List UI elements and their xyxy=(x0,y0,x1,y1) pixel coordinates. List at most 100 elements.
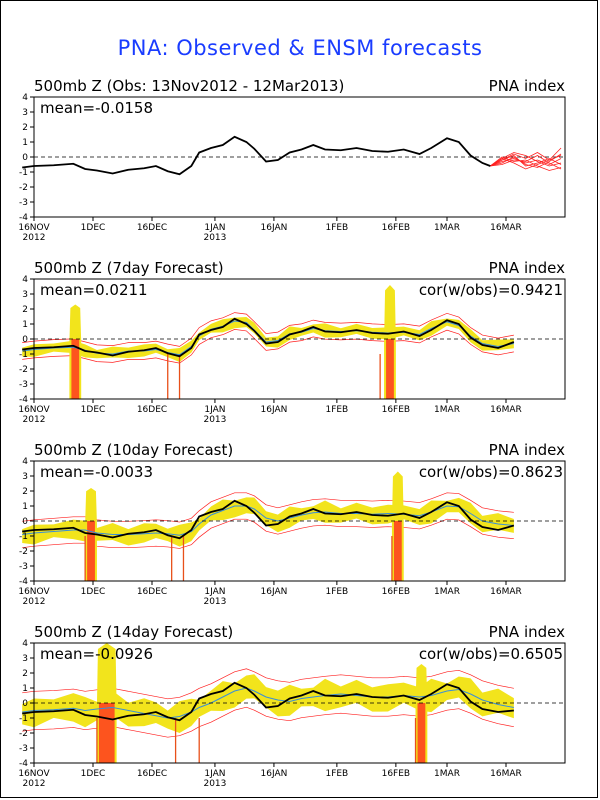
pna-index-label: PNA index xyxy=(489,623,565,641)
pna-index-label: PNA index xyxy=(489,441,565,459)
x-tick-label: 16FEB xyxy=(382,405,411,415)
spread-spike-core xyxy=(386,339,394,399)
x-tick-label: 16NOV xyxy=(18,405,50,415)
x-tick-label: 1DEC xyxy=(81,223,106,233)
envelope-lower-line xyxy=(22,329,514,364)
y-tick-label: 4 xyxy=(22,457,28,467)
x-tick-label: 16NOV xyxy=(18,769,50,779)
y-tick-label: 2 xyxy=(22,123,28,133)
x-tick-label: 1JAN xyxy=(204,587,225,597)
mean-label: mean=-0.0033 xyxy=(40,463,153,481)
mean-label: mean=-0.0158 xyxy=(40,99,153,117)
x-tick-label: 1MAR xyxy=(434,405,460,415)
x-tick-year-label: 2012 xyxy=(23,233,46,243)
y-tick-label: -2 xyxy=(19,365,28,375)
x-tick-year-label: 2013 xyxy=(203,597,226,607)
x-tick-label: 1FEB xyxy=(325,223,348,233)
x-tick-label: 16MAR xyxy=(490,587,522,597)
observed-line xyxy=(22,135,491,176)
y-tick-label: 0 xyxy=(22,699,28,709)
y-tick-label: -3 xyxy=(19,562,28,572)
y-tick-label: -1 xyxy=(19,350,28,360)
x-tick-label: 16NOV xyxy=(18,587,50,597)
x-tick-year-label: 2012 xyxy=(23,779,46,789)
y-tick-label: 3 xyxy=(22,654,28,664)
ensemble-spread-band xyxy=(22,497,514,547)
correlation-label: cor(w/obs)=0.6505 xyxy=(419,645,563,663)
mean-label: mean=-0.0926 xyxy=(40,645,153,663)
x-tick-year-label: 2013 xyxy=(203,233,226,243)
x-tick-label: 1FEB xyxy=(325,587,348,597)
panel-title: 500mb Z (14day Forecast) xyxy=(34,623,233,641)
x-tick-label: 16DEC xyxy=(137,223,167,233)
x-tick-label: 16DEC xyxy=(137,769,167,779)
y-tick-label: -4 xyxy=(19,213,28,223)
y-tick-label: 1 xyxy=(22,502,28,512)
x-tick-label: 16FEB xyxy=(382,587,411,597)
y-tick-label: -3 xyxy=(19,744,28,754)
y-tick-label: 0 xyxy=(22,153,28,163)
x-tick-label: 16JAN xyxy=(261,405,288,415)
envelope-upper-line xyxy=(22,492,514,523)
y-tick-label: -1 xyxy=(19,714,28,724)
y-tick-label: 0 xyxy=(22,517,28,527)
spread-spike-core xyxy=(393,521,402,581)
x-tick-label: 16MAR xyxy=(490,223,522,233)
main-title: PNA: Observed & ENSM forecasts xyxy=(117,36,483,60)
y-tick-label: -4 xyxy=(19,395,28,405)
y-tick-label: 4 xyxy=(22,639,28,649)
x-tick-label: 16MAR xyxy=(490,405,522,415)
y-tick-label: -1 xyxy=(19,532,28,542)
panel-title: 500mb Z (10day Forecast) xyxy=(34,441,233,459)
x-tick-label: 16DEC xyxy=(137,587,167,597)
x-tick-label: 16FEB xyxy=(382,223,411,233)
y-tick-label: 2 xyxy=(22,669,28,679)
correlation-label: cor(w/obs)=0.9421 xyxy=(419,281,563,299)
envelope-lower-line xyxy=(22,518,514,549)
observed-line xyxy=(22,317,515,358)
x-tick-label: 1MAR xyxy=(434,769,460,779)
x-tick-label: 1JAN xyxy=(204,405,225,415)
x-tick-label: 1DEC xyxy=(81,769,106,779)
pna-index-label: PNA index xyxy=(489,259,565,277)
y-tick-label: 1 xyxy=(22,684,28,694)
x-tick-label: 1MAR xyxy=(434,587,460,597)
spread-spike-core xyxy=(71,339,80,399)
panel-title: 500mb Z (7day Forecast) xyxy=(34,259,224,277)
y-tick-label: -2 xyxy=(19,547,28,557)
y-tick-label: -1 xyxy=(19,168,28,178)
x-tick-label: 1DEC xyxy=(81,405,106,415)
x-tick-label: 16NOV xyxy=(18,223,50,233)
y-tick-label: 1 xyxy=(22,320,28,330)
observed-line xyxy=(22,499,515,540)
spread-spike-core xyxy=(417,703,426,763)
mean-label: mean=0.0211 xyxy=(40,281,148,299)
y-tick-label: 4 xyxy=(22,93,28,103)
y-tick-label: 4 xyxy=(22,275,28,285)
y-tick-label: 3 xyxy=(22,472,28,482)
y-tick-label: -4 xyxy=(19,577,28,587)
correlation-label: cor(w/obs)=0.8623 xyxy=(419,463,563,481)
ensemble-member-line xyxy=(490,155,562,170)
spread-spike-core xyxy=(87,521,95,581)
x-tick-label: 16JAN xyxy=(261,587,288,597)
ensemble-member-line xyxy=(490,158,562,167)
y-tick-label: 2 xyxy=(22,487,28,497)
x-tick-year-label: 2012 xyxy=(23,415,46,425)
y-tick-label: 3 xyxy=(22,108,28,118)
y-tick-label: 2 xyxy=(22,305,28,315)
x-tick-label: 16JAN xyxy=(261,223,288,233)
x-tick-label: 1FEB xyxy=(325,769,348,779)
y-tick-label: -2 xyxy=(19,729,28,739)
pna-index-label: PNA index xyxy=(489,77,565,95)
x-tick-label: 16MAR xyxy=(490,769,522,779)
x-tick-label: 16DEC xyxy=(137,405,167,415)
y-tick-label: -3 xyxy=(19,198,28,208)
y-tick-label: 1 xyxy=(22,138,28,148)
ensemble-member-line xyxy=(490,155,562,170)
x-tick-label: 1JAN xyxy=(204,769,225,779)
observed-line xyxy=(22,681,514,722)
x-tick-label: 1DEC xyxy=(81,587,106,597)
